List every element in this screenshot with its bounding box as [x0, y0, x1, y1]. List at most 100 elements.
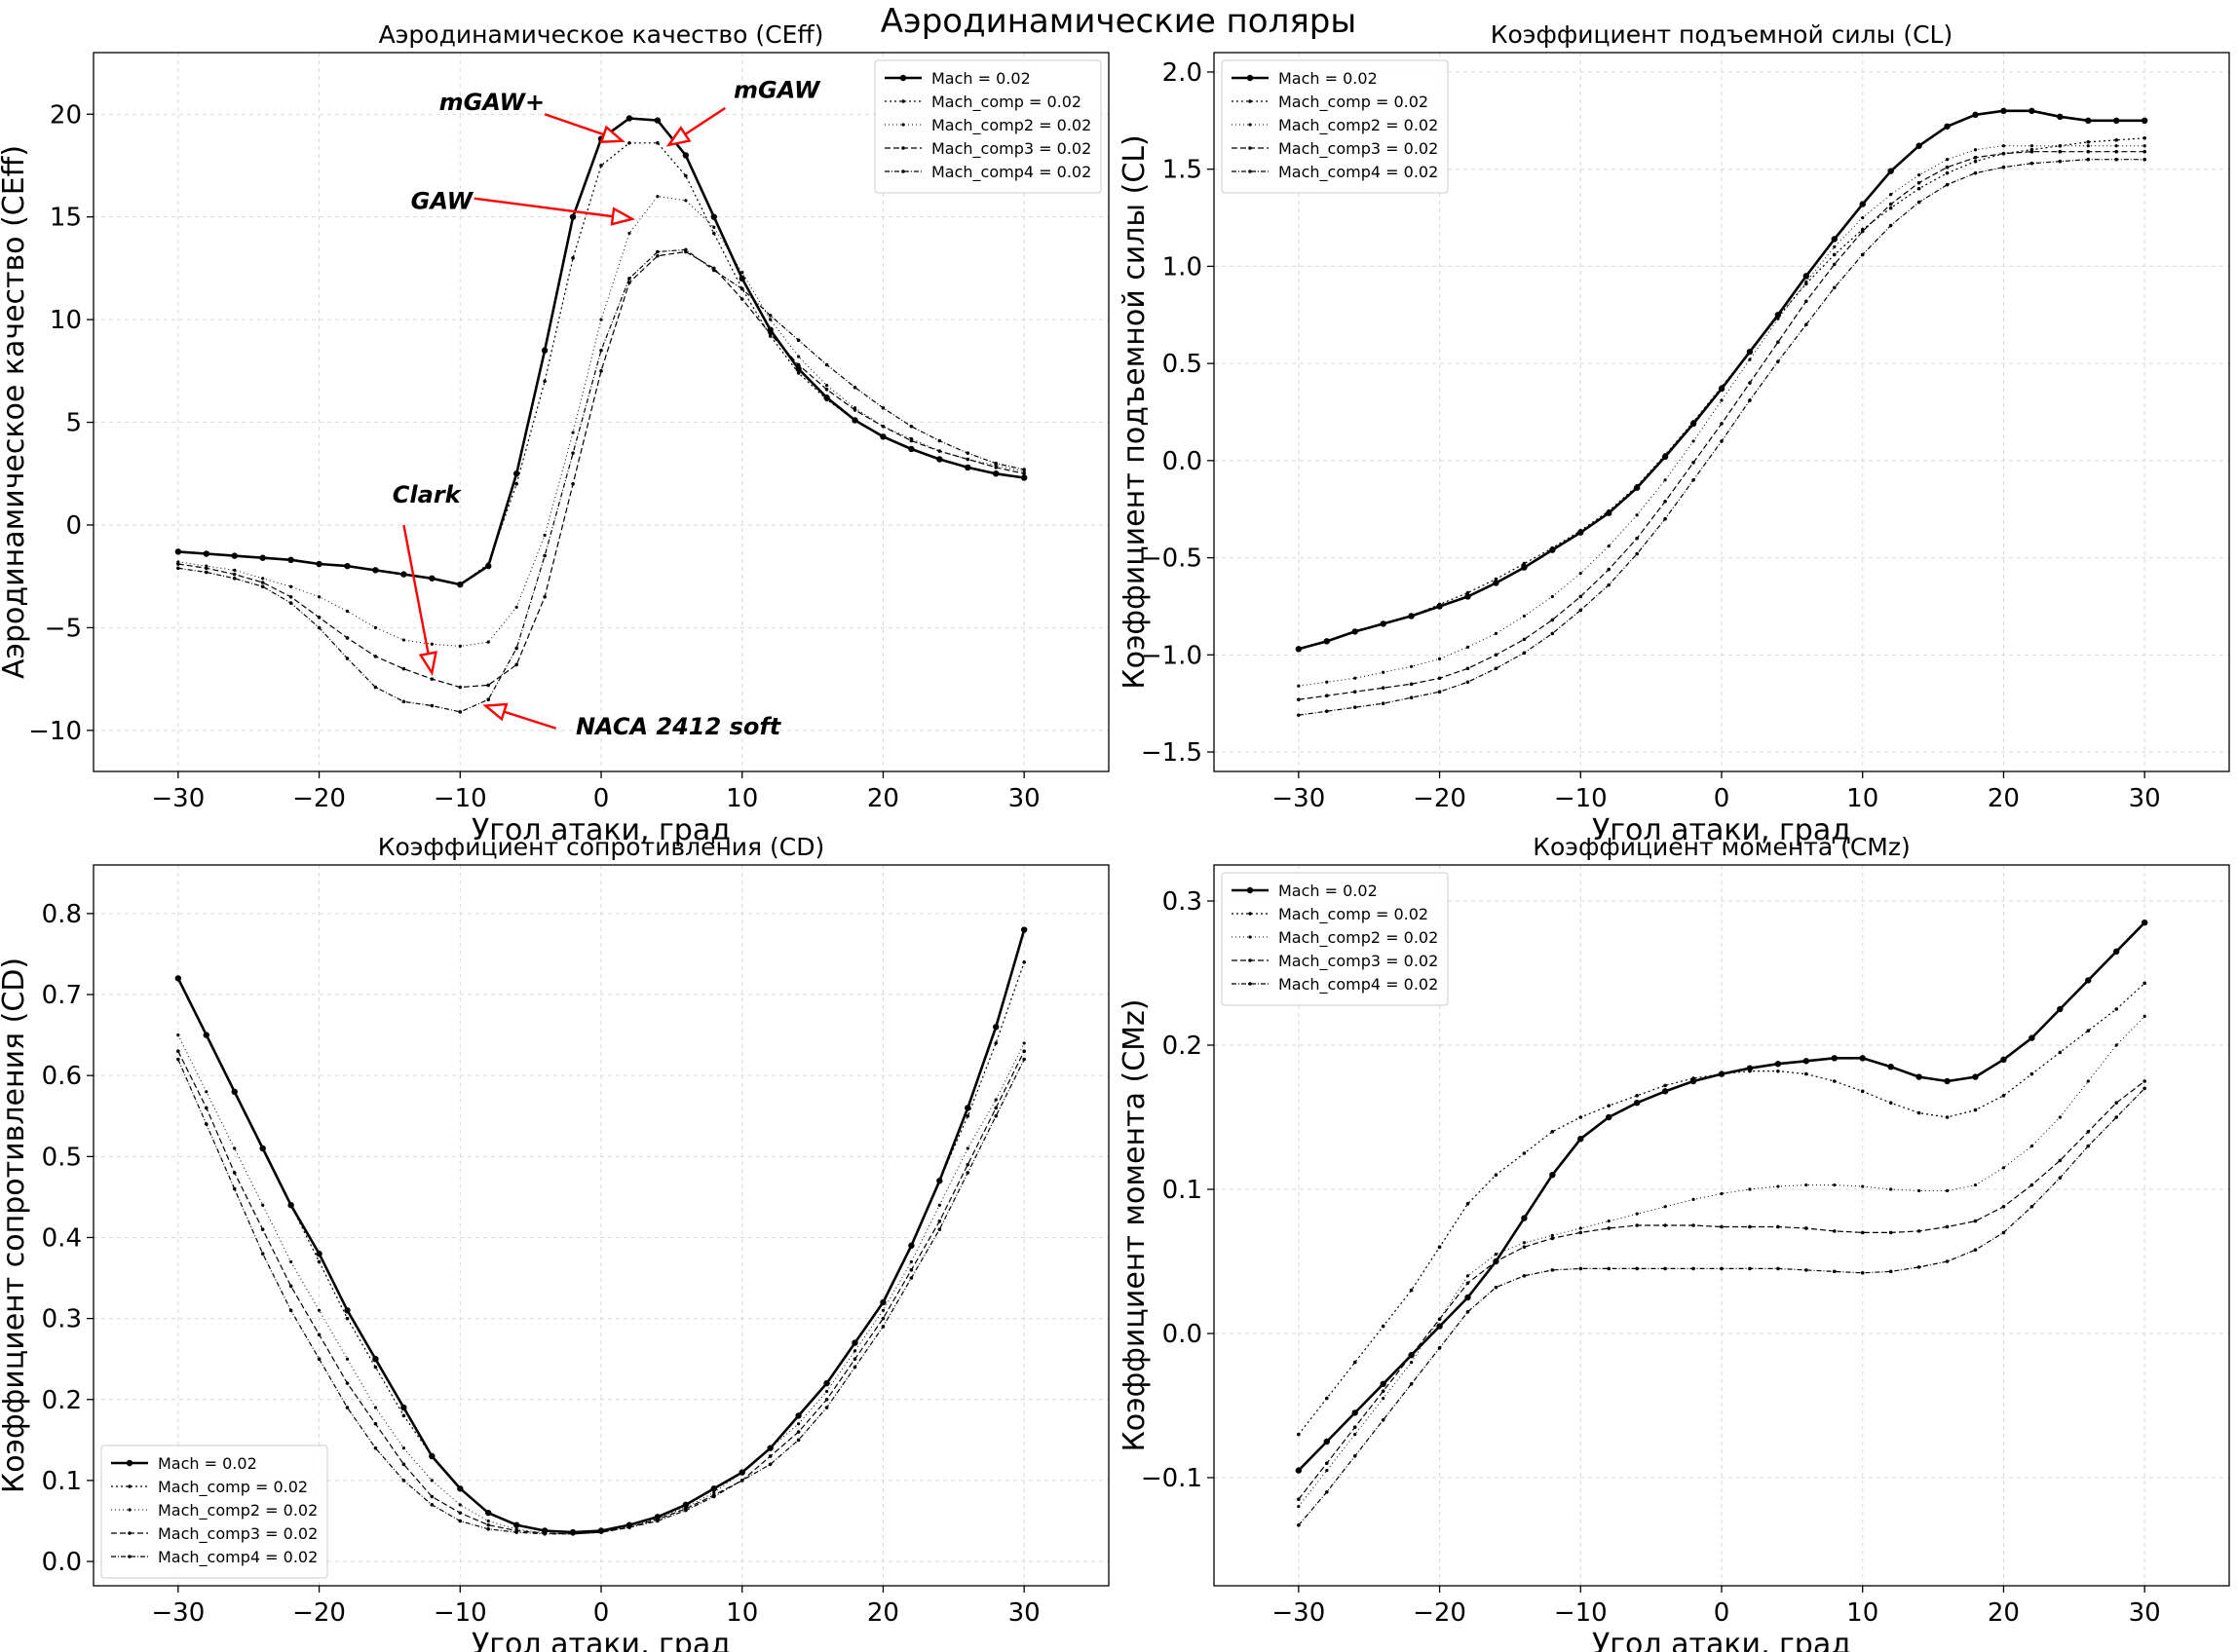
x-tick-label: 10	[1846, 1598, 1878, 1628]
data-point	[1324, 694, 1329, 698]
data-point	[1718, 1070, 1725, 1077]
data-point	[1437, 1346, 1442, 1350]
data-point	[514, 1527, 518, 1531]
data-point	[599, 318, 603, 321]
data-point	[1352, 1360, 1357, 1365]
data-point	[260, 1252, 265, 1256]
y-tick-label: −10	[28, 717, 82, 746]
annotation-label: mGAW+	[439, 89, 546, 116]
data-point	[1577, 1136, 1584, 1143]
data-point	[2113, 948, 2120, 955]
legend-label: Mach_comp4 = 0.02	[1278, 163, 1438, 182]
data-point	[1381, 1389, 1385, 1393]
x-axis-label: Угол атаки, град	[472, 1628, 731, 1652]
data-point	[684, 173, 688, 178]
data-point	[2142, 157, 2146, 162]
data-point	[1578, 594, 1583, 599]
data-point	[1020, 474, 1028, 481]
data-point	[1493, 1258, 1499, 1265]
data-point	[739, 275, 745, 282]
data-point	[767, 1445, 774, 1451]
data-point	[710, 1485, 717, 1492]
legend-label: Mach_comp2 = 0.02	[1278, 928, 1438, 948]
data-point	[1661, 453, 1669, 461]
data-point	[656, 195, 660, 199]
data-point	[486, 1522, 491, 1527]
data-point	[345, 1316, 350, 1321]
plot-area	[1295, 107, 2148, 717]
data-point	[1915, 142, 1922, 149]
data-point	[569, 1528, 577, 1536]
data-point	[1465, 680, 1470, 685]
data-point	[1945, 1188, 1950, 1193]
legend-marker	[128, 1484, 132, 1488]
data-point	[1945, 1224, 1950, 1229]
data-point	[1691, 1223, 1695, 1227]
data-point	[1324, 1396, 1329, 1401]
data-point	[2114, 1007, 2119, 1011]
data-point	[1691, 1266, 1695, 1271]
data-point	[1323, 638, 1330, 645]
data-point	[317, 595, 322, 599]
data-point	[1973, 1108, 1978, 1112]
data-point	[1748, 1224, 1752, 1229]
data-point	[1607, 1266, 1611, 1271]
annotation-label: mGAW	[734, 76, 821, 103]
annotation-label: GAW	[411, 187, 474, 214]
plot-area	[1295, 920, 2148, 1527]
legend: Mach = 0.02 Mach_comp = 0.02 Mach_comp2 = …	[1221, 872, 1449, 1006]
data-point	[344, 1307, 351, 1314]
data-point	[2114, 1043, 2118, 1047]
legend-marker	[901, 169, 905, 173]
data-point	[712, 1490, 716, 1494]
legend-marker	[1248, 123, 1252, 127]
legend-box	[1221, 59, 1449, 194]
data-point	[1887, 168, 1894, 174]
data-point	[485, 1509, 492, 1517]
data-point	[599, 369, 603, 373]
data-point	[627, 231, 631, 236]
data-point	[880, 1298, 887, 1306]
data-point	[231, 1088, 238, 1096]
data-point	[1381, 1324, 1385, 1329]
data-point	[796, 338, 801, 343]
data-point	[1860, 227, 1865, 232]
data-point	[824, 1406, 829, 1409]
data-point	[543, 379, 547, 384]
data-point	[1804, 1071, 1808, 1076]
data-point	[345, 1406, 350, 1409]
data-point	[514, 646, 518, 651]
data-point	[569, 213, 577, 220]
x-tick-label: 10	[726, 784, 758, 813]
data-point	[739, 297, 744, 301]
legend-label: Mach_comp3 = 0.02	[1278, 139, 1438, 159]
y-axis-label: Коэффициент момента (CMz)	[1118, 999, 1152, 1452]
data-point	[429, 1452, 436, 1460]
data-point	[2001, 151, 2006, 156]
data-point	[317, 1357, 322, 1361]
data-point	[260, 581, 265, 584]
data-point	[2001, 144, 2006, 148]
data-point	[1578, 1230, 1583, 1235]
data-point	[1550, 618, 1555, 622]
data-point	[2058, 143, 2063, 148]
data-point	[372, 567, 379, 574]
data-point	[2057, 1005, 2064, 1013]
legend-marker	[1248, 912, 1252, 916]
y-tick-label: −1.5	[1141, 738, 1202, 768]
data-point	[1324, 1490, 1329, 1494]
data-point	[458, 685, 463, 690]
data-point	[1804, 1268, 1808, 1272]
data-point	[684, 249, 688, 254]
data-point	[1577, 529, 1584, 536]
data-point	[1776, 1266, 1780, 1271]
data-point	[1409, 1288, 1414, 1293]
data-point	[1465, 590, 1470, 595]
data-point	[259, 1145, 266, 1152]
data-point	[1493, 580, 1499, 586]
data-point	[1635, 551, 1639, 556]
data-point	[1945, 158, 1950, 162]
legend-label: Mach_comp4 = 0.02	[1278, 975, 1438, 995]
annotation-arrowhead	[482, 702, 509, 722]
data-point	[2001, 1204, 2006, 1209]
